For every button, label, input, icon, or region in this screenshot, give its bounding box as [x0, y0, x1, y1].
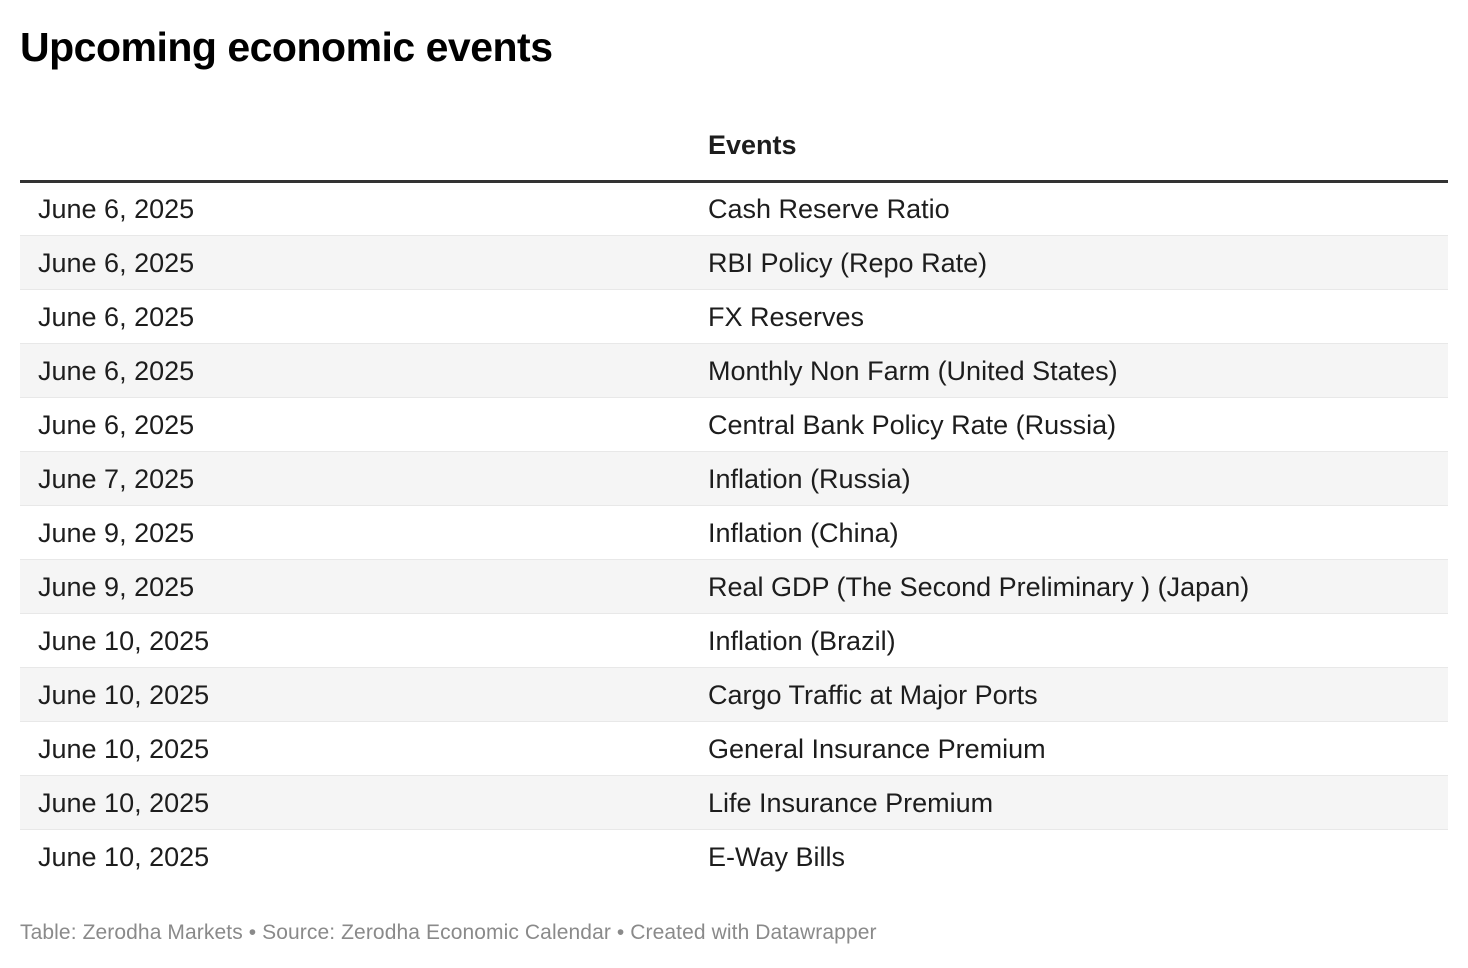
table-row: June 10, 2025 Inflation (Brazil) — [20, 613, 1448, 668]
event-cell: General Insurance Premium — [708, 733, 1046, 764]
event-cell: RBI Policy (Repo Rate) — [708, 247, 988, 278]
event-cell: Inflation (Russia) — [708, 463, 911, 494]
table-row: June 6, 2025 Cash Reserve Ratio — [20, 182, 1448, 236]
table-row: June 6, 2025 FX Reserves — [20, 289, 1448, 344]
date-cell: June 10, 2025 — [38, 841, 210, 872]
event-cell: Life Insurance Premium — [708, 787, 994, 818]
event-cell: Inflation (Brazil) — [708, 625, 896, 656]
event-cell: Central Bank Policy Rate (Russia) — [708, 409, 1117, 440]
event-cell: E-Way Bills — [708, 841, 846, 872]
event-cell: Cargo Traffic at Major Ports — [708, 679, 1038, 710]
table-header: Events — [20, 72, 1448, 183]
table-row: June 10, 2025 Cargo Traffic at Major Port… — [20, 667, 1448, 722]
table-row: June 6, 2025 Monthly Non Farm (United Sta… — [20, 343, 1448, 398]
event-cell: Inflation (China) — [708, 517, 899, 548]
table-row: June 10, 2025 Life Insurance Premium — [20, 775, 1448, 830]
table-row: June 6, 2025 Central Bank Policy Rate (Ru… — [20, 397, 1448, 452]
table-row: June 7, 2025 Inflation (Russia) — [20, 451, 1448, 506]
date-cell: June 6, 2025 — [38, 194, 195, 224]
column-header-date — [20, 72, 708, 183]
event-cell: Cash Reserve Ratio — [708, 194, 950, 224]
date-cell: June 6, 2025 — [38, 409, 195, 440]
table-header-row: Events — [20, 72, 1448, 183]
table-row: June 9, 2025 Real GDP (The Second Prelimi… — [20, 559, 1448, 614]
date-cell: June 6, 2025 — [38, 355, 195, 386]
table-body: June 6, 2025 Cash Reserve Ratio June 6, 20… — [20, 182, 1448, 884]
date-cell: June 10, 2025 — [38, 733, 210, 764]
date-cell: June 6, 2025 — [38, 247, 195, 278]
date-cell: June 10, 2025 — [38, 679, 210, 710]
table-row: June 10, 2025 E-Way Bills — [20, 829, 1448, 884]
event-cell: Monthly Non Farm (United States) — [708, 355, 1118, 386]
page-title: Upcoming economic events — [20, 24, 553, 70]
date-cell: June 10, 2025 — [38, 625, 210, 656]
table-row: June 10, 2025 General Insurance Premium — [20, 721, 1448, 776]
date-cell: June 6, 2025 — [38, 301, 195, 332]
table-row: June 9, 2025 Inflation (China) — [20, 505, 1448, 560]
event-cell: Real GDP (The Second Preliminary ) (Japa… — [708, 571, 1250, 602]
events-table: Events June 6, 2025 Cash Reserve Ratio Jun… — [20, 72, 1448, 884]
date-cell: June 10, 2025 — [38, 787, 210, 818]
event-cell: FX Reserves — [708, 301, 865, 332]
table-row: June 6, 2025 RBI Policy (Repo Rate) — [20, 235, 1448, 290]
date-cell: June 9, 2025 — [38, 517, 195, 548]
column-header-events: Events — [708, 72, 1448, 183]
table-footer: Table: Zerodha Markets • Source: Zerodha… — [20, 920, 877, 944]
date-cell: June 9, 2025 — [38, 571, 195, 602]
date-cell: June 7, 2025 — [38, 463, 195, 494]
